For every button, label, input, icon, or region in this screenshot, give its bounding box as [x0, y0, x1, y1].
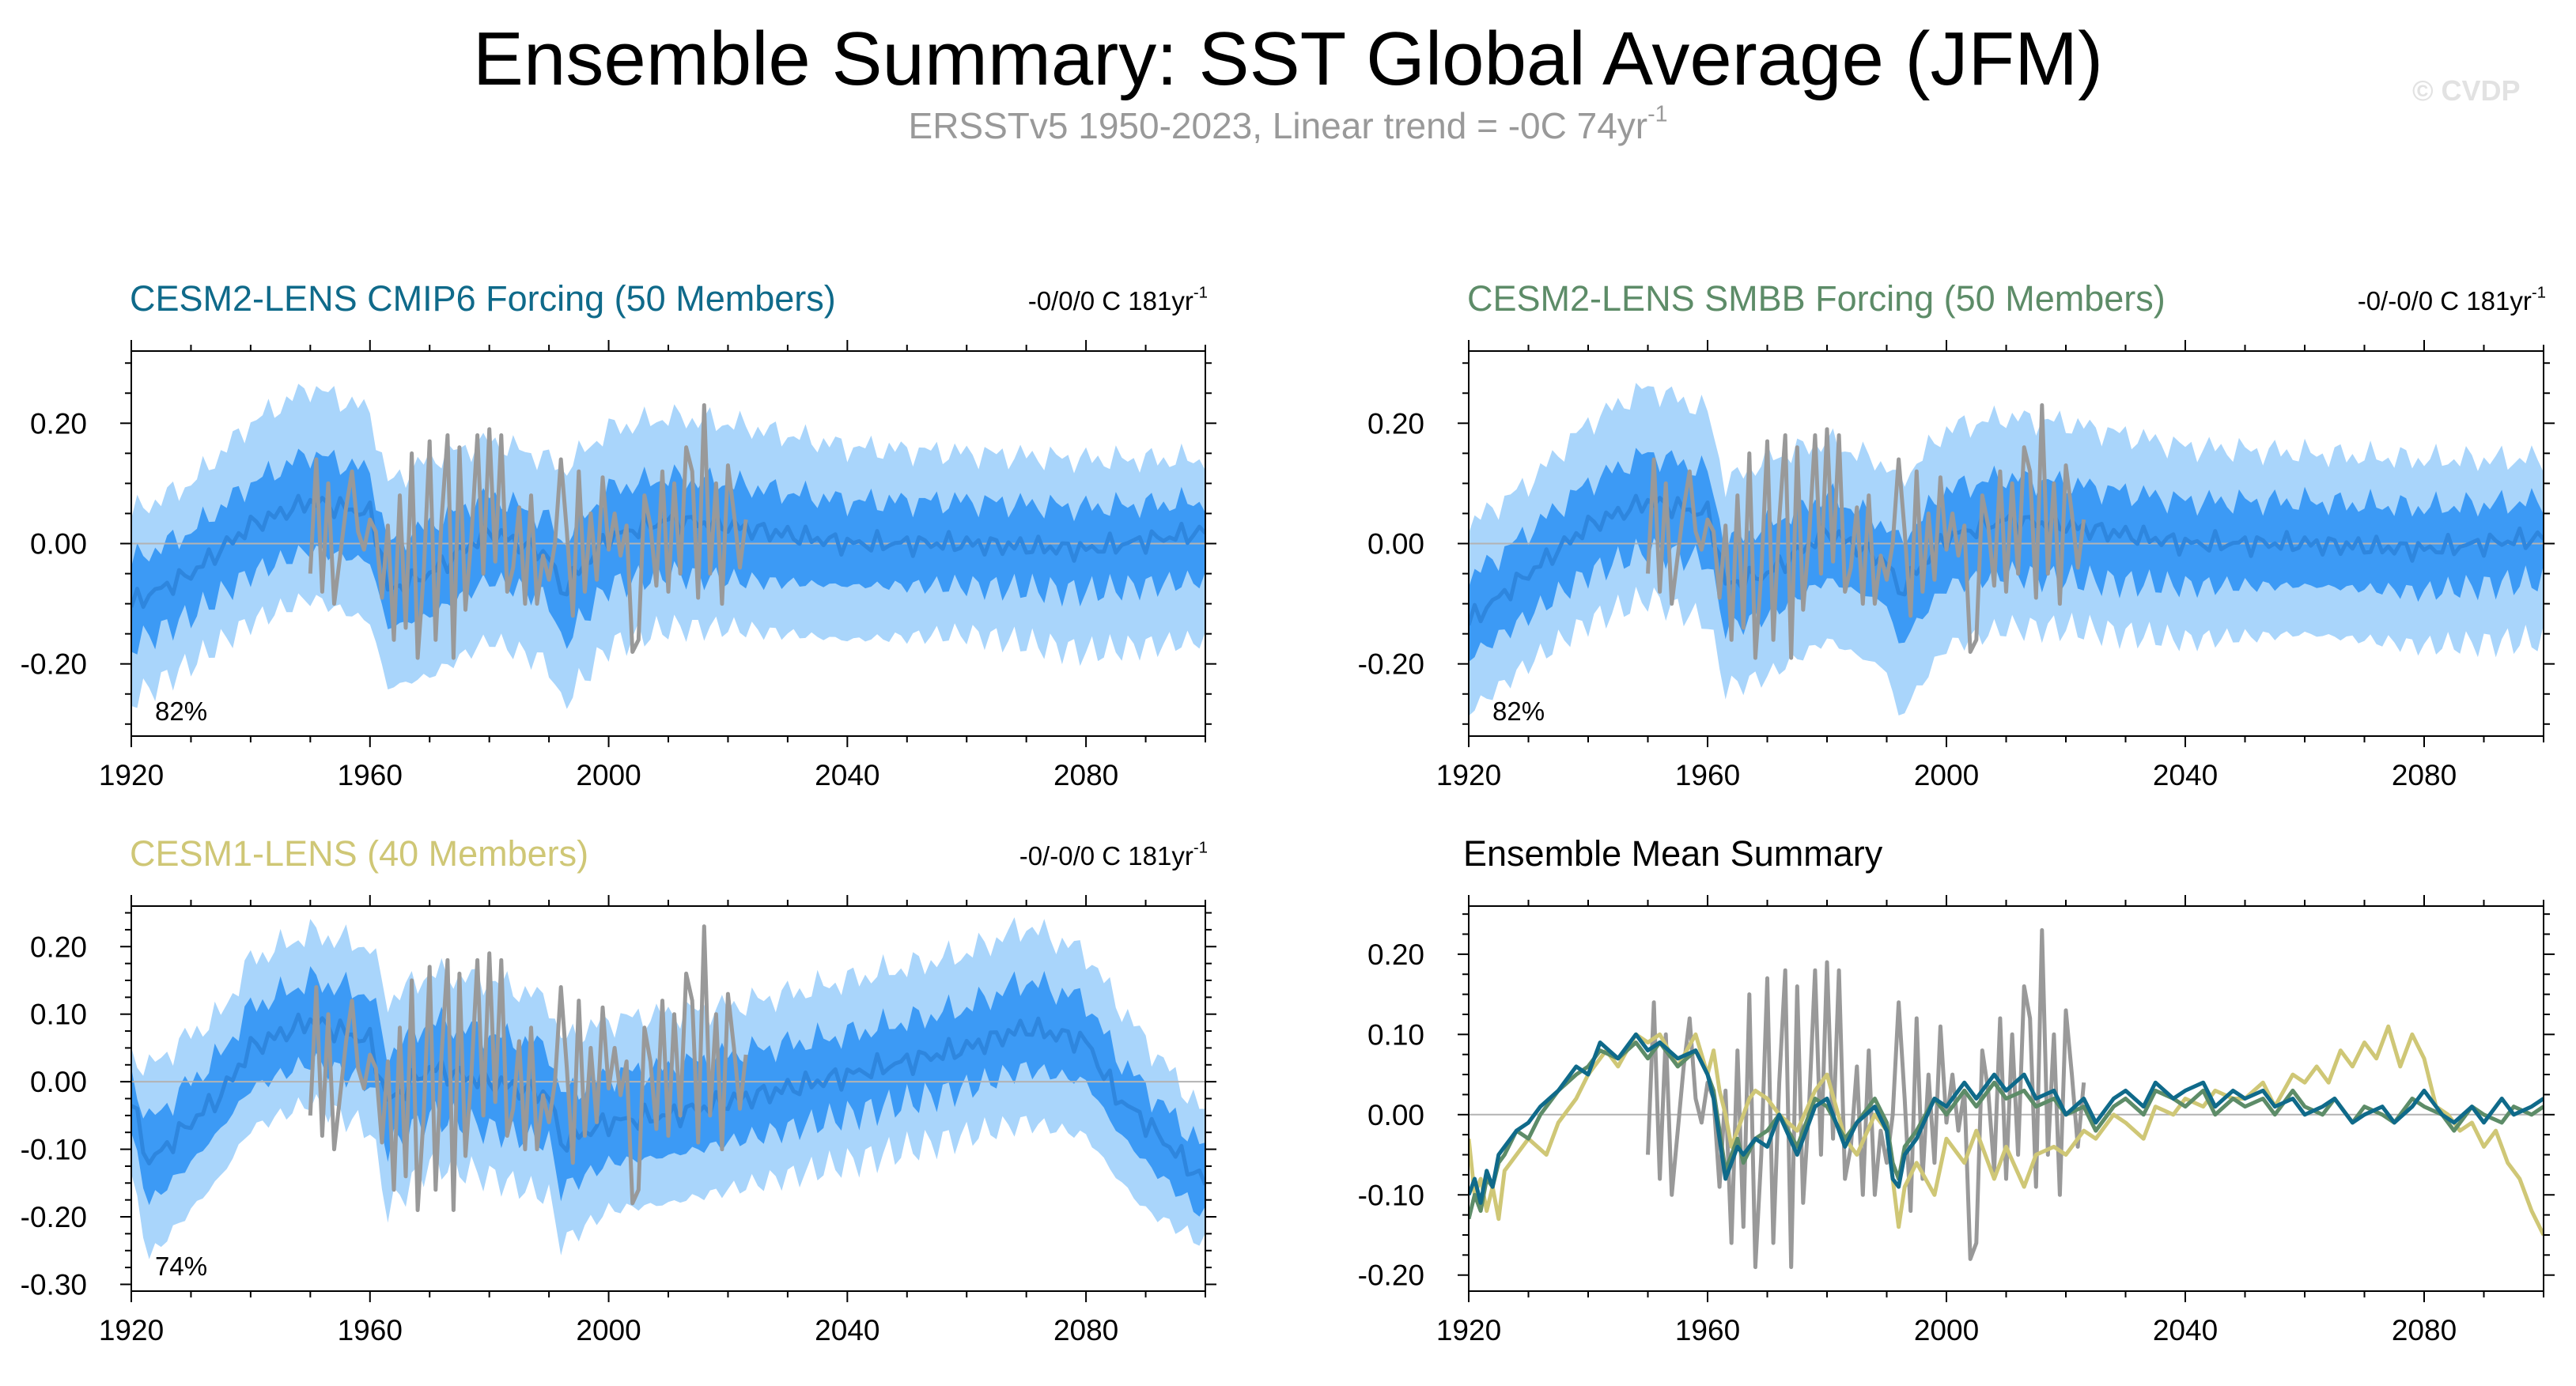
panel-title-cesm2-cmip6: CESM2-LENS CMIP6 Forcing (50 Members) [130, 278, 836, 319]
y-tick-label: 0.00 [1367, 528, 1424, 561]
x-tick-label: 2040 [815, 1314, 879, 1346]
x-tick-label: 2040 [815, 759, 879, 791]
trend-text: -0/-0/0 C 181yr [2357, 286, 2532, 315]
x-tick-label: 2040 [2153, 1314, 2218, 1346]
plot-area [1469, 383, 2544, 716]
x-tick-label: 1960 [338, 759, 403, 791]
y-tick-label: 0.00 [30, 528, 87, 561]
x-tick-label: 1960 [1675, 759, 1740, 791]
plot-area [1469, 927, 2544, 1270]
y-tick-label: -0.30 [21, 1268, 87, 1301]
x-tick-label: 1920 [99, 759, 164, 791]
ensemble-mean-line [131, 493, 1205, 610]
y-tick-label: -0.20 [21, 1201, 87, 1233]
panel-title-cesm1: CESM1-LENS (40 Members) [130, 833, 589, 874]
y-tick-label: -0.20 [21, 648, 87, 681]
x-tick-label: 1960 [1675, 1314, 1740, 1346]
panel-title-ensemble-mean-summary: Ensemble Mean Summary [1463, 833, 1883, 874]
ensemble-range-25-75 [131, 448, 1205, 655]
x-tick-label: 2080 [1053, 1314, 1118, 1346]
x-tick-label: 1920 [1436, 759, 1501, 791]
x-tick-label: 2080 [2392, 1314, 2457, 1346]
y-tick-label: -0.20 [1358, 648, 1424, 681]
subtitle-superscript: -1 [1647, 101, 1668, 127]
panel-title-cesm2-smbb: CESM2-LENS SMBB Forcing (50 Members) [1467, 278, 2166, 319]
y-tick-label: 0.00 [30, 1066, 87, 1098]
y-tick-label: 0.20 [1367, 938, 1424, 971]
chart-ensemble-mean: 1920 1960 2000 2040 2080 -0.20 -0.10 0.00 0.10 0.… [1358, 895, 2555, 1346]
observations-line [1646, 403, 2086, 660]
trend-superscript: -1 [1193, 283, 1208, 302]
x-tick-label: 1960 [338, 1314, 403, 1346]
y-tick-label: 0.10 [1367, 1018, 1424, 1051]
y-tick-label: -0.10 [21, 1134, 87, 1166]
x-tick-label: 2080 [2392, 759, 2457, 791]
subtitle-text: ERSSTv5 1950-2023, Linear trend = -0C 74… [908, 105, 1648, 146]
percent-label: 74% [155, 1252, 207, 1281]
chart-cesm2-smbb: 1920 1960 2000 2040 2080 -0.20 0.00 0.20 82% [1358, 340, 2555, 791]
x-tick-label: 2080 [1053, 759, 1118, 791]
ensemble-mean-line [1469, 493, 2544, 626]
x-tick-label: 2000 [1914, 759, 1979, 791]
cesm2-cmip6-mean-line [1469, 1032, 2544, 1205]
observations-line [308, 924, 748, 1212]
plot-area [131, 917, 1205, 1259]
trend-superscript: -1 [1193, 838, 1208, 857]
y-tick-label: 0.20 [30, 407, 87, 440]
y-tick-label: -0.10 [1358, 1179, 1424, 1211]
chart-cesm2-cmip6: 1920 1960 2000 2040 2080 -0.20 0.00 0.20 82% [21, 340, 1216, 791]
main-title: Ensemble Summary: SST Global Average (JF… [472, 17, 2104, 101]
y-tick-label: 0.20 [30, 931, 87, 963]
percent-label: 82% [1492, 697, 1545, 726]
x-tick-label: 1920 [99, 1314, 164, 1346]
trend-label-cesm1: -0/-0/0 C 181yr-1 [1019, 838, 1208, 871]
x-tick-label: 2000 [576, 1314, 641, 1346]
trend-label-cesm2-cmip6: -0/0/0 C 181yr-1 [1027, 283, 1208, 316]
percent-label: 82% [155, 697, 207, 726]
plot-area [131, 383, 1205, 709]
trend-text: -0/0/0 C 181yr [1027, 286, 1193, 315]
observations-line [1646, 927, 2086, 1270]
y-tick-label: 0.00 [1367, 1099, 1424, 1131]
observations-line [308, 403, 748, 660]
y-tick-label: 0.20 [1367, 407, 1424, 440]
x-tick-label: 2040 [2153, 759, 2218, 791]
trend-text: -0/-0/0 C 181yr [1019, 841, 1193, 870]
x-tick-label: 2000 [576, 759, 641, 791]
cvdp-watermark: © CVDP [2412, 74, 2521, 107]
trend-superscript: -1 [2531, 283, 2546, 302]
trend-label-cesm2-smbb: -0/-0/0 C 181yr-1 [2357, 283, 2546, 316]
x-tick-label: 2000 [1914, 1314, 1979, 1346]
chart-cesm1: 1920 1960 2000 2040 2080 -0.30 -0.20 -0.10 0.00 0… [21, 895, 1216, 1346]
x-tick-label: 1920 [1436, 1314, 1501, 1346]
subtitle: ERSSTv5 1950-2023, Linear trend = -0C 74… [0, 101, 2576, 147]
y-tick-label: -0.20 [1358, 1259, 1424, 1292]
y-tick-label: 0.10 [30, 999, 87, 1031]
